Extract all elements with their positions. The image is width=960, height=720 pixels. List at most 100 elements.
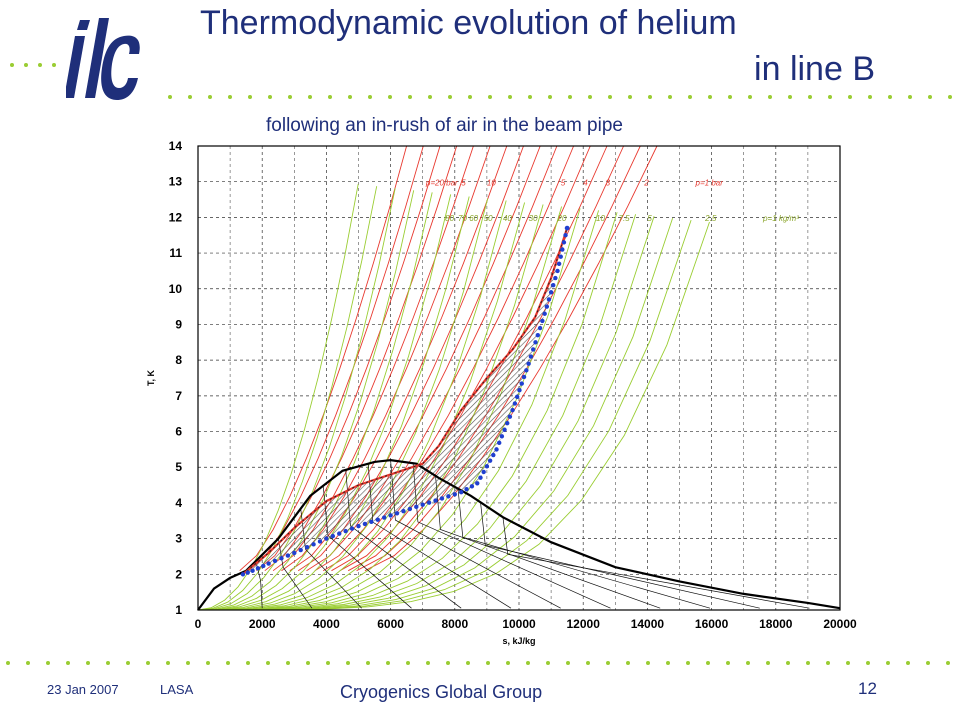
dot <box>166 661 170 665</box>
y-tick-label: 10 <box>169 282 183 296</box>
isochore-curve <box>197 184 359 611</box>
x-tick-label: 6000 <box>377 617 404 631</box>
chart-axes: 0 2000 4000 6000 8000 10000 12000 14000 16000 180… <box>146 139 857 646</box>
slide-title-line1: Thermodynamic evolution of helium <box>200 4 737 42</box>
evolution-point <box>484 464 490 469</box>
evolution-point <box>560 247 565 252</box>
dot <box>408 95 412 99</box>
dot <box>728 95 732 99</box>
dot <box>208 95 212 99</box>
evolution-point <box>298 547 303 553</box>
dot <box>448 95 452 99</box>
dot <box>808 95 812 99</box>
dot <box>46 661 50 665</box>
evolution-point <box>394 511 400 516</box>
isochore-label: 10 <box>596 214 605 223</box>
evolution-point <box>426 500 432 505</box>
isobar-label: 4 <box>583 178 588 187</box>
dot <box>348 95 352 99</box>
dot <box>926 661 930 665</box>
dot <box>206 661 210 665</box>
y-tick-label: 7 <box>175 389 182 403</box>
evolution-point <box>250 568 255 573</box>
dot <box>786 661 790 665</box>
isochore-curve <box>197 208 581 611</box>
x-tick-label: 8000 <box>441 617 468 631</box>
dot <box>146 661 150 665</box>
evolution-point <box>510 407 515 413</box>
evolution-point <box>324 536 329 541</box>
evolution-point <box>535 332 541 338</box>
dot <box>886 661 890 665</box>
isochore-label: 80 <box>445 214 454 223</box>
hatched-area <box>242 228 568 575</box>
evolution-point <box>487 458 493 463</box>
evolution-point <box>478 475 483 480</box>
dot <box>66 661 70 665</box>
dot <box>168 95 172 99</box>
evolution-point <box>464 487 469 492</box>
isochore-curve <box>197 186 378 611</box>
evolution-point <box>491 452 496 458</box>
dot <box>306 661 310 665</box>
upper-dotted-line <box>242 227 568 575</box>
evolution-point <box>304 544 310 550</box>
evolution-point <box>446 494 451 499</box>
evolution-point <box>505 421 510 426</box>
dot <box>188 95 192 99</box>
dot <box>706 661 710 665</box>
isochore-curve <box>197 196 470 611</box>
evolution-point <box>519 381 524 386</box>
evolution-point <box>452 492 457 497</box>
dot <box>748 95 752 99</box>
dot <box>888 95 892 99</box>
y-tick-label: 9 <box>175 317 182 331</box>
x-tick-label: 18000 <box>759 617 793 631</box>
dot <box>708 95 712 99</box>
dot <box>848 95 852 99</box>
dot <box>248 95 252 99</box>
hatched-region <box>242 228 568 575</box>
isochore-label: 60 <box>469 214 478 223</box>
dot <box>928 95 932 99</box>
footer-place: LASA <box>160 682 194 697</box>
dot <box>908 95 912 99</box>
isobar-label: 10 <box>487 178 496 187</box>
isobar-curve <box>314 145 558 572</box>
dot <box>828 95 832 99</box>
dot <box>226 661 230 665</box>
dot <box>488 95 492 99</box>
top-dots-right <box>168 95 952 99</box>
evolution-point <box>475 481 480 486</box>
dot <box>288 95 292 99</box>
dot <box>906 661 910 665</box>
isochore-label: 50 <box>484 214 493 223</box>
x-tick-label: 20000 <box>823 617 857 631</box>
evolution-point <box>544 304 550 309</box>
isochore-label: 30 <box>529 214 538 223</box>
x-tick-label: 16000 <box>695 617 729 631</box>
dot <box>26 661 30 665</box>
evolution-point <box>517 388 522 393</box>
evolution-point <box>537 325 543 331</box>
evolution-point <box>553 275 558 281</box>
y-tick-label: 6 <box>175 425 182 439</box>
evolution-point <box>548 290 554 295</box>
y-tick-label: 3 <box>175 532 182 546</box>
evolution-point <box>311 542 316 547</box>
evolution-point <box>343 528 348 534</box>
page-number: 12 <box>858 679 877 698</box>
plot-frame <box>197 145 841 611</box>
dot <box>388 95 392 99</box>
evolution-point <box>540 318 545 324</box>
dot <box>326 661 330 665</box>
evolution-point <box>407 506 413 512</box>
evolution-point <box>266 561 271 566</box>
evolution-point <box>556 261 562 266</box>
evolution-point <box>507 414 513 419</box>
dot <box>368 95 372 99</box>
bottom-dots <box>6 661 950 665</box>
evolution-point <box>494 447 499 452</box>
evolution-point <box>279 556 284 561</box>
